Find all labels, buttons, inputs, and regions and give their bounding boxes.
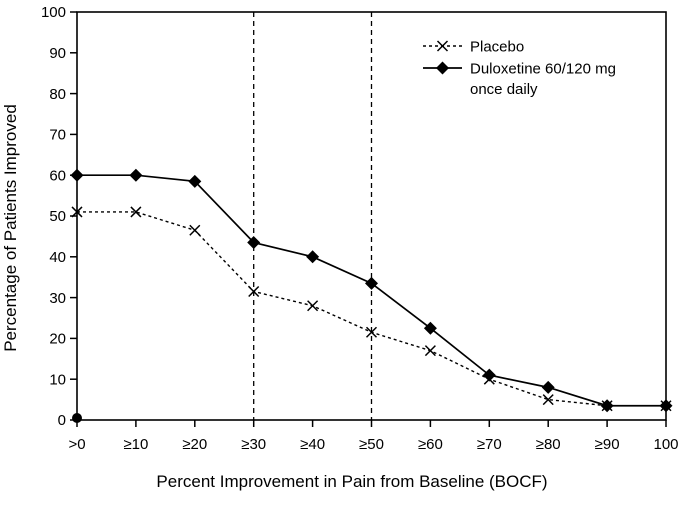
legend-duloxetine-marker	[436, 61, 449, 75]
y-tick-label: 20	[49, 331, 66, 348]
y-tick-label: 50	[49, 208, 66, 225]
x-tick-label: 100	[653, 436, 678, 453]
duloxetine-marker	[541, 380, 555, 394]
y-tick-label: 0	[58, 412, 66, 429]
placebo-marker	[542, 394, 554, 406]
legend-label: Placebo	[470, 38, 524, 55]
duloxetine-marker	[129, 168, 143, 182]
placebo-marker	[424, 345, 436, 357]
placebo-marker	[248, 285, 260, 298]
x-tick-label: ≥50	[359, 436, 384, 453]
placebo-marker	[189, 224, 201, 236]
placebo-marker	[365, 326, 378, 338]
duloxetine-marker	[247, 236, 261, 250]
x-tick-label: ≥30	[241, 436, 266, 453]
origin-dot	[72, 413, 82, 423]
x-tick-label: ≥60	[418, 436, 443, 453]
placebo-marker	[71, 206, 83, 218]
duloxetine-marker	[423, 321, 437, 335]
y-axis-title: Percentage of Patients Improved	[1, 104, 20, 352]
y-tick-label: 60	[49, 167, 66, 184]
legend-label: Duloxetine 60/120 mg	[470, 60, 616, 77]
y-tick-label: 90	[49, 45, 66, 62]
x-tick-label: ≥90	[595, 436, 620, 453]
duloxetine-marker	[306, 250, 320, 264]
y-tick-label: 40	[49, 249, 66, 266]
duloxetine-marker	[600, 399, 614, 413]
placebo-marker	[130, 206, 142, 218]
x-tick-label: ≥80	[536, 436, 561, 453]
duloxetine-series-line	[77, 174, 666, 407]
x-tick-label: ≥40	[300, 436, 325, 453]
duloxetine-marker	[659, 399, 673, 413]
duloxetine-marker	[188, 174, 202, 188]
y-tick-label: 100	[41, 4, 66, 21]
duloxetine-marker	[365, 276, 378, 290]
y-tick-label: 70	[49, 127, 66, 144]
x-tick-label: ≥70	[477, 436, 502, 453]
duloxetine-marker	[482, 368, 496, 382]
duloxetine-marker	[70, 168, 84, 182]
x-tick-label: ≥10	[123, 436, 148, 453]
y-tick-label: 10	[49, 371, 66, 388]
chart-plot-area: 0 10 20 30 40 50 60 70 80 90 100 >0 ≥10 ≥20 ≥30 ≥40 ≥50 ≥…	[41, 4, 679, 453]
legend-label: once daily	[470, 81, 538, 98]
x-tick-label: >0	[68, 436, 85, 453]
y-tick-label: 30	[49, 290, 66, 307]
legend-placebo-marker	[436, 40, 449, 52]
y-tick-label: 80	[49, 86, 66, 103]
placebo-marker	[307, 300, 319, 312]
x-tick-label: ≥20	[182, 436, 207, 453]
x-axis-title: Percent Improvement in Pain from Baselin…	[156, 472, 547, 491]
